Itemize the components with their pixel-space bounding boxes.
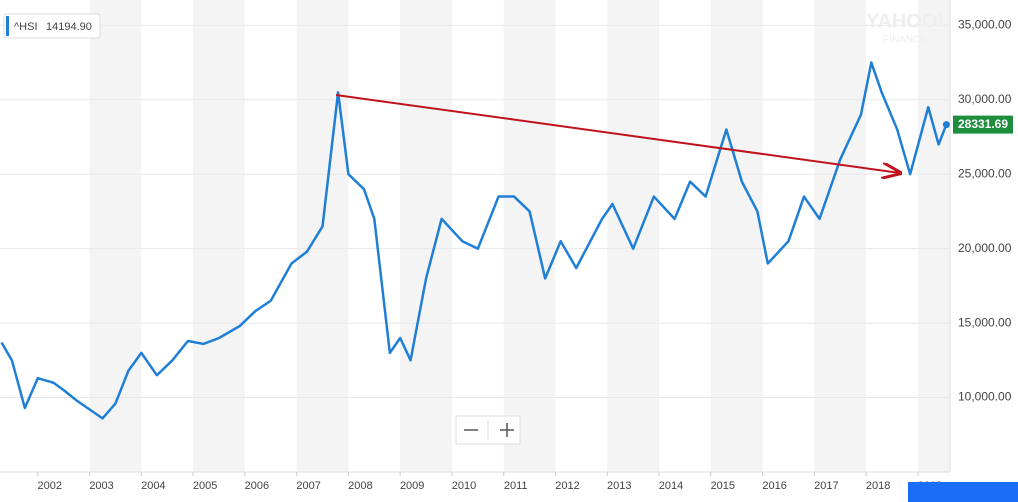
y-tick-label: 20,000.00 (958, 241, 1012, 255)
year-bands (0, 0, 950, 472)
year-band (193, 0, 245, 472)
year-band (917, 0, 950, 472)
year-band (607, 0, 660, 472)
x-tick-label: 2009 (400, 480, 424, 492)
x-tick-label: 2003 (89, 480, 113, 492)
x-tick-label: 2017 (814, 480, 838, 492)
y-tick-label: 25,000.00 (958, 166, 1012, 180)
x-tick-label: 2015 (711, 480, 735, 492)
x-tick-label: 2012 (555, 480, 579, 492)
plot (0, 61, 950, 420)
x-tick-label: 2002 (38, 480, 62, 492)
legend-box (3, 13, 101, 39)
year-band (814, 0, 867, 472)
year-band (503, 0, 556, 472)
y-tick-label: 10,000.00 (958, 390, 1012, 404)
x-tick-label: 2005 (193, 480, 217, 492)
x-tick-label: 2018 (866, 480, 890, 492)
legend-name: ^HSI (14, 21, 38, 33)
legend-value: 14194.90 (46, 21, 92, 33)
y-tick-label: 15,000.00 (958, 315, 1012, 329)
x-tick-label: 2006 (245, 480, 269, 492)
watermark: YAHOO! (866, 10, 944, 32)
x-tick-label: 2013 (607, 480, 631, 492)
year-band (89, 0, 142, 472)
price-tag (953, 115, 1013, 134)
x-tick-label: 2011 (504, 480, 528, 492)
x-tick-label: 2016 (762, 480, 786, 492)
x-tick-label: 2004 (141, 480, 165, 492)
year-band (296, 0, 349, 472)
axes: 10,000.00 15,000.00 20,000.00 25,000.00 30,0… (37, 17, 1013, 492)
x-tick-label: 2010 (452, 480, 476, 492)
y-tick-label: 30,000.00 (958, 92, 1012, 106)
year-band (400, 0, 452, 472)
last-point (942, 121, 950, 129)
price-line (0, 61, 948, 420)
overlay-bar (908, 482, 1018, 502)
zoom-control (455, 415, 521, 445)
y-tick-label: 35,000.00 (958, 17, 1012, 31)
trend-arrow (335, 94, 900, 173)
x-tick-label: 2008 (348, 480, 372, 492)
legend-swatch (6, 16, 9, 36)
price-tag-label: 28331.69 (958, 117, 1008, 131)
watermark: FINANCE (883, 35, 927, 46)
x-tick-label: 2014 (659, 480, 683, 492)
year-band (710, 0, 763, 472)
x-tick-label: 2007 (296, 480, 320, 492)
